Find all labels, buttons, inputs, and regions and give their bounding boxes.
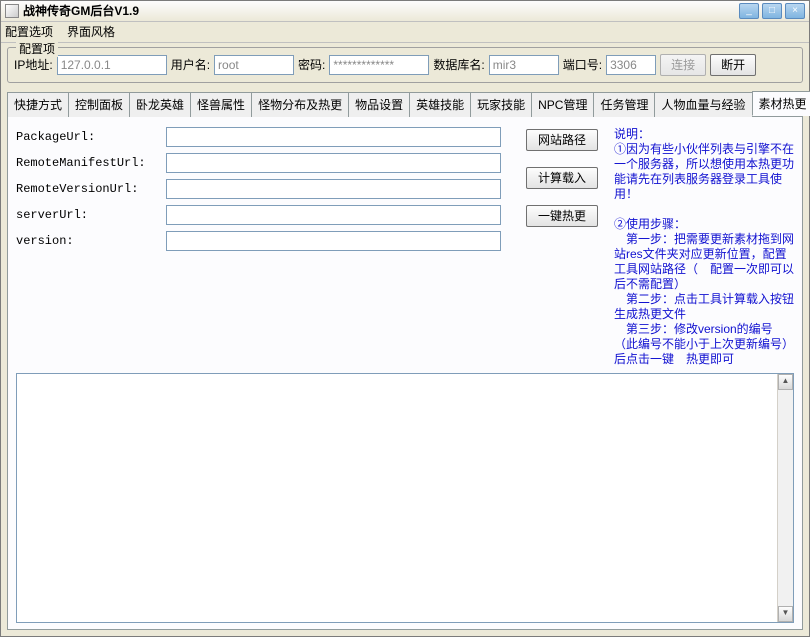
remoteversion-input[interactable] (166, 179, 501, 199)
pwd-label: 密码: (298, 56, 325, 73)
website-path-button[interactable]: 网站路径 (526, 129, 598, 151)
help-line: ②使用步骤： (614, 217, 794, 232)
menu-style[interactable]: 界面风格 (67, 23, 115, 40)
main-window: 战神传奇GM后台V1.9 _ □ × 配置选项 界面风格 配置项 IP地址: 用… (0, 0, 810, 637)
tab-npc-mgmt[interactable]: NPC管理 (531, 92, 594, 117)
scroll-up-icon[interactable]: ▲ (778, 374, 793, 390)
app-icon (5, 4, 19, 18)
close-button[interactable]: × (785, 3, 805, 19)
log-textarea[interactable]: ▲ ▼ (16, 373, 794, 623)
ip-input[interactable] (57, 55, 167, 75)
tab-monster-attr[interactable]: 怪兽属性 (190, 92, 252, 117)
help-line: 第二步：点击工具计算载入按钮生成热更文件 (614, 292, 794, 322)
tab-hero-skill[interactable]: 英雄技能 (409, 92, 471, 117)
tab-hp-exp[interactable]: 人物血量与经验 (654, 92, 752, 117)
user-input[interactable] (214, 55, 294, 75)
window-title: 战神传奇GM后台V1.9 (23, 2, 739, 19)
help-text: 说明： ①因为有些小伙伴列表与引擎不在一个服务器，所以想使用本热更功能请先在列表… (606, 127, 794, 367)
version-input[interactable] (166, 231, 501, 251)
ip-label: IP地址: (14, 56, 53, 73)
form-area: PackageUrl: RemoteManifestUrl: RemoteVer… (16, 127, 794, 367)
tab-quest-mgmt[interactable]: 任务管理 (593, 92, 655, 117)
port-label: 端口号: (563, 56, 602, 73)
minimize-button[interactable]: _ (739, 3, 759, 19)
user-label: 用户名: (171, 56, 210, 73)
port-input[interactable] (606, 55, 656, 75)
help-line: 第一步：把需要更新素材拖到网站res文件夹对应更新位置，配置工具网站路径（ 配置… (614, 232, 794, 292)
scroll-down-icon[interactable]: ▼ (778, 606, 793, 622)
titlebar: 战神传奇GM后台V1.9 _ □ × (1, 1, 809, 22)
remotemanifest-label: RemoteManifestUrl: (16, 156, 166, 170)
db-input[interactable] (489, 55, 559, 75)
tab-body: PackageUrl: RemoteManifestUrl: RemoteVer… (7, 117, 803, 630)
remotemanifest-input[interactable] (166, 153, 501, 173)
tab-wolong-hero[interactable]: 卧龙英雄 (129, 92, 191, 117)
help-line: ①因为有些小伙伴列表与引擎不在一个服务器，所以想使用本热更功能请先在列表服务器登… (614, 142, 794, 202)
menubar: 配置选项 界面风格 (1, 22, 809, 43)
scrollbar[interactable]: ▲ ▼ (777, 374, 793, 622)
onekey-hotupdate-button[interactable]: 一键热更 (526, 205, 598, 227)
config-fieldset: 配置项 IP地址: 用户名: 密码: 数据库名: 端口号: 连接 断开 (7, 47, 803, 83)
tab-asset-hotupdate[interactable]: 素材热更 (752, 91, 810, 116)
window-buttons: _ □ × (739, 3, 805, 19)
packageurl-label: PackageUrl: (16, 130, 166, 144)
serverurl-input[interactable] (166, 205, 501, 225)
maximize-button[interactable]: □ (762, 3, 782, 19)
tab-player-skill[interactable]: 玩家技能 (470, 92, 532, 117)
calc-load-button[interactable]: 计算载入 (526, 167, 598, 189)
remoteversion-label: RemoteVersionUrl: (16, 182, 166, 196)
packageurl-input[interactable] (166, 127, 501, 147)
config-row: IP地址: 用户名: 密码: 数据库名: 端口号: 连接 断开 (14, 54, 796, 76)
fieldset-legend: 配置项 (16, 40, 58, 57)
db-label: 数据库名: (433, 56, 484, 73)
help-line: 说明： (614, 127, 794, 142)
version-label: version: (16, 234, 166, 248)
tab-strip: 快捷方式 控制面板 卧龙英雄 怪兽属性 怪物分布及热更 物品设置 英雄技能 玩家… (7, 91, 803, 117)
pwd-input[interactable] (329, 55, 429, 75)
connect-button[interactable]: 连接 (660, 54, 706, 76)
disconnect-button[interactable]: 断开 (710, 54, 756, 76)
form-left: PackageUrl: RemoteManifestUrl: RemoteVer… (16, 127, 516, 367)
tab-control-panel[interactable]: 控制面板 (68, 92, 130, 117)
tab-monster-dist[interactable]: 怪物分布及热更 (251, 92, 349, 117)
scroll-track[interactable] (778, 390, 793, 606)
tab-shortcut[interactable]: 快捷方式 (7, 92, 69, 117)
help-line: 第三步：修改version的编号（此编号不能小于上次更新编号）后点击一键 热更即… (614, 322, 794, 367)
serverurl-label: serverUrl: (16, 208, 166, 222)
menu-config[interactable]: 配置选项 (5, 23, 53, 40)
button-column: 网站路径 计算载入 一键热更 (526, 127, 606, 367)
tab-item-config[interactable]: 物品设置 (348, 92, 410, 117)
